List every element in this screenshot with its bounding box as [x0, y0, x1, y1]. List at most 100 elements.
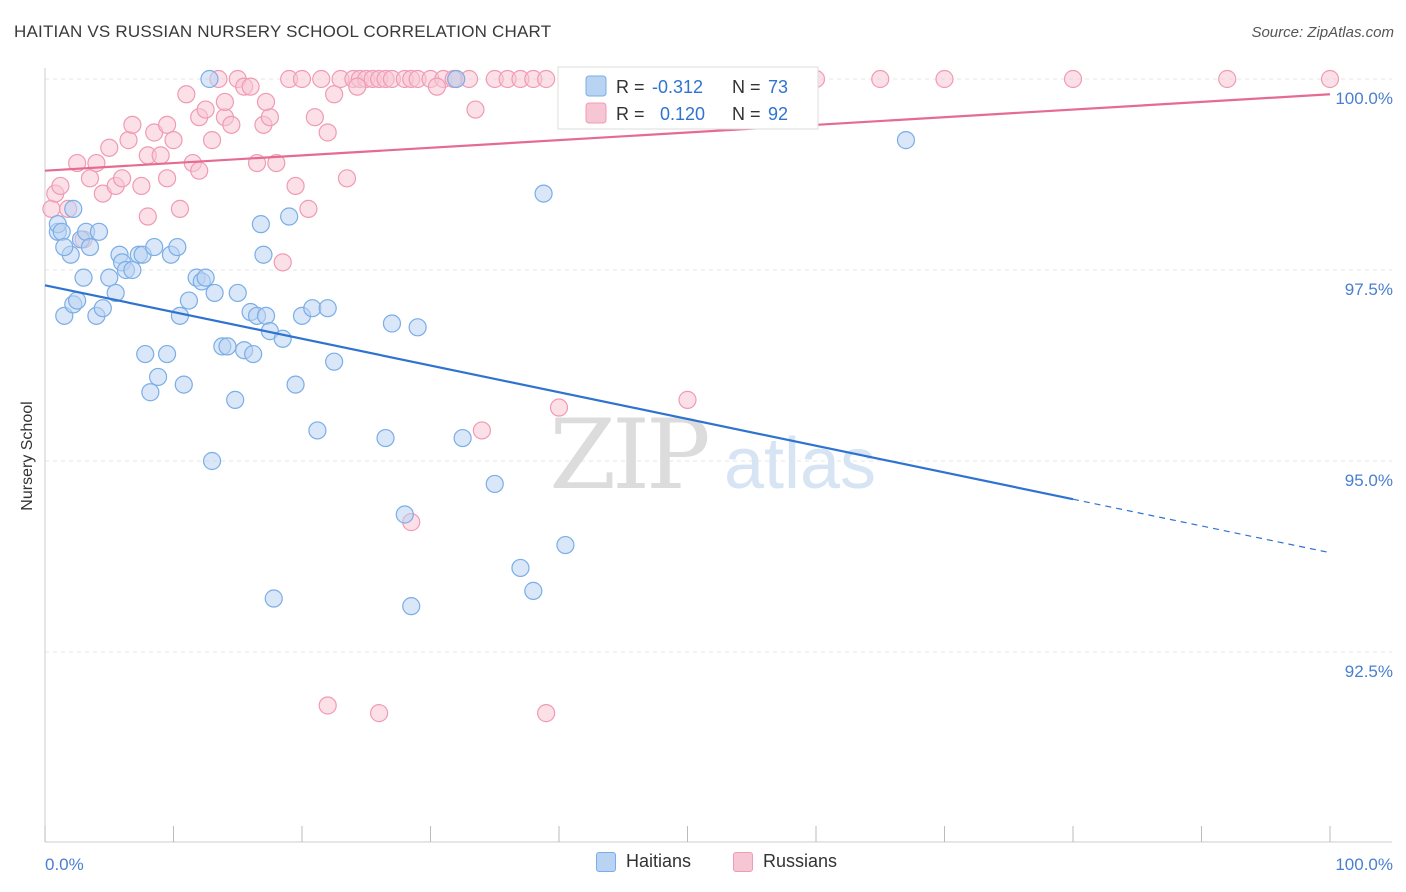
legend-label-haitians: Haitians: [626, 851, 692, 871]
point-haitians-6: [68, 291, 87, 310]
legend-n-label-haitians: N =: [732, 77, 761, 97]
point-russians-42: [318, 123, 337, 142]
chart-title: HAITIAN VS RUSSIAN NURSERY SCHOOL CORREL…: [14, 22, 552, 41]
gridlines: [45, 78, 1392, 653]
point-haitians-65: [511, 558, 530, 578]
watermark-zip: ZIP: [549, 399, 708, 511]
point-haitians-39: [228, 283, 247, 303]
series-haitians: [48, 69, 916, 616]
point-haitians-57: [376, 428, 395, 448]
point-haitians-64: [485, 474, 504, 494]
point-russians-61: [472, 421, 491, 440]
point-haitians-27: [168, 237, 187, 257]
legend-swatch-haitians: [585, 75, 607, 97]
point-russians-84: [157, 169, 177, 188]
point-russians-35: [273, 253, 292, 272]
legend-r-label-russians: R =: [616, 104, 645, 124]
point-russians-12: [123, 115, 142, 134]
legend-r-label-haitians: R =: [616, 77, 645, 97]
point-russians-78: [318, 696, 337, 715]
legend-box: R = -0.312 N = 73 R = 0.120 N = 92: [557, 66, 819, 130]
bottom-legend: Haitians Russians: [0, 851, 1406, 879]
point-russians-33: [260, 108, 279, 127]
point-haitians-18: [123, 260, 142, 280]
trend-lines: [44, 93, 1331, 554]
point-haitians-21: [136, 344, 155, 364]
point-russians-87: [256, 92, 276, 112]
point-haitians-14: [106, 283, 125, 303]
point-russians-16: [151, 146, 170, 165]
point-russians-39: [299, 199, 318, 218]
point-haitians-59: [395, 505, 414, 524]
point-haitians-23: [145, 237, 164, 257]
point-haitians-33: [196, 268, 215, 287]
legend-n-value-haitians: 73: [768, 77, 788, 97]
y-axis-label: Nursery School: [19, 401, 36, 510]
point-russians-89: [427, 77, 447, 96]
point-haitians-2: [52, 222, 71, 241]
point-haitians-68: [556, 535, 575, 555]
point-haitians-70: [896, 131, 916, 150]
point-haitians-42: [244, 344, 263, 364]
x-tick-label-0: 0.0%: [45, 855, 84, 874]
point-russians-67: [549, 398, 569, 417]
point-haitians-10: [80, 237, 100, 257]
legend-n-value-russians: 92: [768, 104, 788, 124]
point-russians-4: [68, 153, 87, 173]
point-russians-79: [370, 704, 389, 723]
point-russians-37: [286, 176, 305, 196]
point-haitians-73: [89, 222, 109, 241]
point-russians-83: [190, 161, 209, 180]
source-label: Source: ZipAtlas.com: [1251, 24, 1394, 41]
point-russians-76: [1218, 69, 1237, 89]
trend-line-haitians-extrapolated: [1072, 498, 1331, 554]
point-haitians-60: [402, 597, 421, 616]
point-haitians-56: [325, 352, 344, 371]
point-haitians-71: [55, 237, 74, 257]
point-russians-77: [1320, 69, 1340, 89]
y-tick-label-3: 100.0%: [1335, 89, 1393, 108]
point-russians-23: [196, 100, 215, 119]
legend-item-russians: Russians: [733, 851, 837, 872]
point-russians-24: [202, 131, 222, 150]
legend-r-value-russians: 0.120: [660, 104, 705, 124]
point-haitians-62: [447, 69, 466, 89]
legend-swatch-haitians: [596, 851, 616, 872]
point-haitians-46: [256, 306, 276, 325]
point-haitians-12: [93, 299, 112, 318]
y-tick-label-0: 92.5%: [1345, 662, 1393, 681]
point-haitians-48: [264, 589, 283, 608]
point-haitians-24: [148, 367, 168, 387]
tick-labels: 92.5% 95.0% 97.5% 100.0% 0.0% 100.0%: [45, 89, 1393, 874]
point-russians-18: [164, 131, 183, 150]
watermark: ZIP atlas: [549, 399, 876, 511]
point-russians-82: [138, 207, 157, 226]
point-russians-74: [935, 69, 954, 89]
point-haitians-13: [100, 268, 119, 287]
trend-line-haitians: [44, 284, 1074, 501]
point-haitians-63: [453, 428, 472, 448]
point-russians-13: [132, 176, 151, 196]
point-haitians-38: [226, 390, 245, 409]
point-russians-60: [466, 100, 485, 119]
legend-r-value-haitians: -0.312: [652, 77, 703, 97]
point-russians-11: [119, 131, 138, 150]
point-russians-8: [100, 138, 119, 157]
point-russians-73: [871, 69, 890, 89]
point-russians-34: [267, 153, 286, 173]
point-haitians-29: [174, 375, 193, 394]
point-russians-17: [157, 115, 177, 134]
point-haitians-53: [303, 299, 322, 318]
point-russians-40: [305, 108, 324, 127]
point-russians-27: [222, 115, 241, 134]
point-haitians-44: [251, 215, 270, 234]
point-haitians-69: [200, 69, 219, 89]
point-haitians-45: [254, 245, 273, 264]
point-haitians-28: [170, 306, 190, 325]
point-haitians-22: [141, 383, 160, 402]
point-russians-70: [678, 390, 697, 409]
legend-swatch-russians: [585, 102, 607, 124]
point-russians-86: [215, 92, 234, 112]
point-russians-2: [51, 176, 70, 196]
